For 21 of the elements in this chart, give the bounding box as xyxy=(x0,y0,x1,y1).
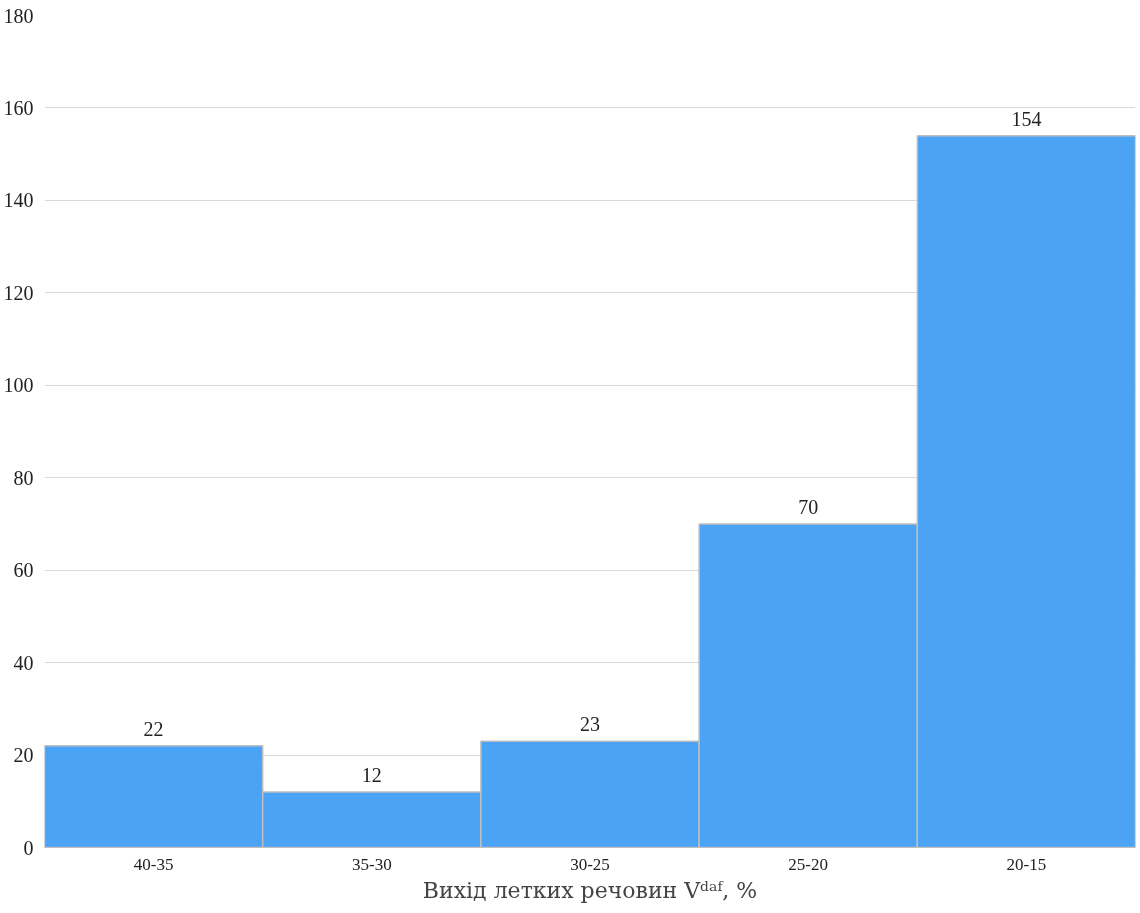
data-label: 22 xyxy=(143,717,164,740)
x-tick-label: 20-15 xyxy=(1006,854,1047,874)
y-tick-label: 180 xyxy=(3,4,34,27)
y-tick-label: 160 xyxy=(3,96,34,119)
data-label: 70 xyxy=(798,495,819,518)
x-tick-label: 25-20 xyxy=(788,854,829,874)
data-label: 12 xyxy=(361,764,382,787)
x-tick-label: 40-35 xyxy=(133,854,174,874)
y-tick-label: 80 xyxy=(13,466,34,489)
data-label: 154 xyxy=(1011,107,1042,130)
y-tick-label: 20 xyxy=(13,744,34,767)
y-tick-label: 0 xyxy=(23,836,34,859)
x-tick-label: 35-30 xyxy=(351,854,392,874)
data-label: 23 xyxy=(580,713,600,736)
y-tick-label: 40 xyxy=(13,651,34,674)
x-axis-title: Вихід летких речовин Vᵈᵃᶠ, % xyxy=(422,877,758,903)
y-tick-label: 120 xyxy=(3,281,34,304)
x-tick-label: 30-25 xyxy=(570,854,610,874)
y-tick-label: 60 xyxy=(13,559,34,582)
y-tick-label: 100 xyxy=(3,374,34,397)
y-tick-label: 140 xyxy=(3,189,34,212)
